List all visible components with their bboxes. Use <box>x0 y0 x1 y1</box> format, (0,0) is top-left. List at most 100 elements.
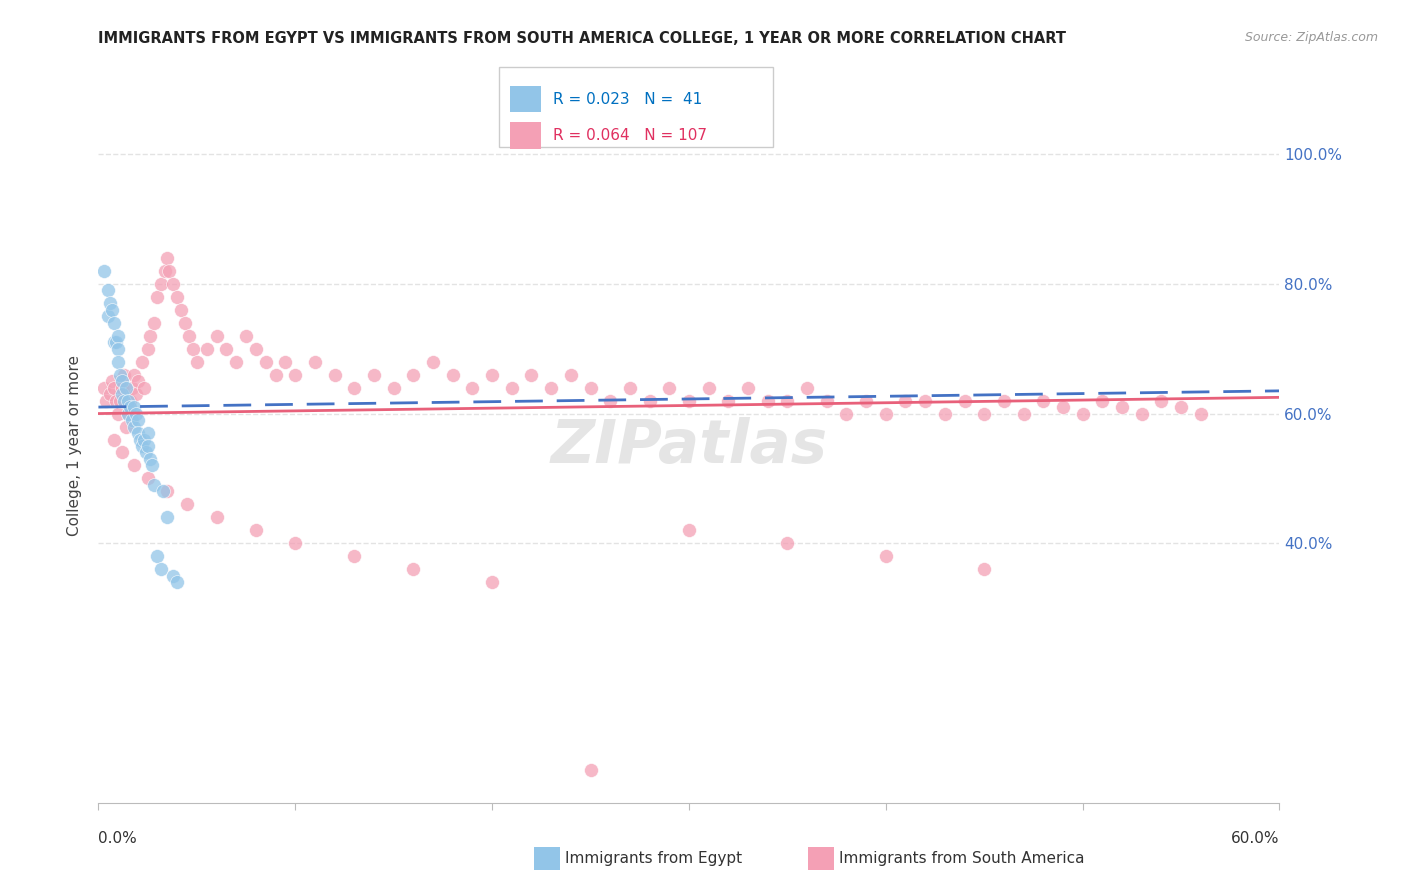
Point <box>136 342 159 356</box>
Point <box>1170 400 1192 414</box>
Point <box>112 368 135 382</box>
Point <box>343 381 366 395</box>
Point <box>658 381 681 395</box>
Point <box>422 354 444 368</box>
Point <box>111 381 134 395</box>
Point <box>162 277 184 291</box>
Point <box>122 419 145 434</box>
Point <box>934 407 956 421</box>
Point <box>560 368 582 382</box>
Point <box>166 575 188 590</box>
Point <box>150 562 173 576</box>
Point <box>304 354 326 368</box>
Point <box>103 381 125 395</box>
Point <box>254 354 277 368</box>
Point <box>914 393 936 408</box>
Point <box>284 368 307 382</box>
Point <box>156 251 179 265</box>
Point <box>835 407 858 421</box>
Point <box>855 393 877 408</box>
Point <box>117 407 139 421</box>
Point <box>146 290 169 304</box>
Point <box>1012 407 1035 421</box>
Point <box>117 393 139 408</box>
Point <box>127 425 149 440</box>
Point <box>103 433 125 447</box>
Point <box>118 400 141 414</box>
Point <box>107 407 129 421</box>
Point <box>973 407 995 421</box>
Text: Immigrants from South America: Immigrants from South America <box>839 851 1085 865</box>
Point <box>103 335 125 350</box>
Point <box>122 458 145 473</box>
Point <box>132 381 155 395</box>
Point <box>382 381 405 395</box>
Point <box>132 433 155 447</box>
Point <box>174 316 197 330</box>
Point <box>122 400 145 414</box>
Point <box>953 393 976 408</box>
Point <box>186 354 208 368</box>
Point <box>737 381 759 395</box>
Point <box>152 484 174 499</box>
Point <box>111 374 134 388</box>
Point <box>274 354 297 368</box>
Point <box>205 328 228 343</box>
Point <box>150 277 173 291</box>
Point <box>111 387 134 401</box>
Point <box>579 381 602 395</box>
Point <box>101 302 124 317</box>
Point <box>678 393 700 408</box>
Point <box>343 549 366 564</box>
Point <box>122 368 145 382</box>
Point <box>1150 393 1173 408</box>
Point <box>107 328 129 343</box>
Point <box>195 342 218 356</box>
Point <box>142 316 165 330</box>
Point <box>501 381 523 395</box>
Point <box>579 764 602 778</box>
Point <box>162 568 184 582</box>
Point <box>98 296 121 310</box>
Point <box>205 510 228 524</box>
Point <box>118 393 141 408</box>
Text: ZIPatlas: ZIPatlas <box>550 417 828 475</box>
Point <box>108 368 131 382</box>
Point <box>131 354 153 368</box>
Point <box>96 393 118 408</box>
Point <box>402 368 425 382</box>
Point <box>1347 140 1369 154</box>
Point <box>520 368 543 382</box>
Point <box>105 335 128 350</box>
Point <box>93 381 115 395</box>
Point <box>142 478 165 492</box>
Point <box>177 328 200 343</box>
Point <box>138 328 160 343</box>
Point <box>136 471 159 485</box>
Point <box>115 419 138 434</box>
Point <box>97 310 120 324</box>
Point <box>678 524 700 538</box>
Point <box>402 562 425 576</box>
Point <box>115 381 138 395</box>
Point <box>157 264 180 278</box>
Point <box>111 445 134 459</box>
Point <box>776 393 799 408</box>
Point <box>136 425 159 440</box>
Text: R = 0.023   N =  41: R = 0.023 N = 41 <box>553 92 702 106</box>
Point <box>875 407 897 421</box>
Point <box>993 393 1015 408</box>
Point <box>875 549 897 564</box>
Point <box>97 283 120 297</box>
Point <box>225 354 247 368</box>
Point <box>156 484 179 499</box>
Y-axis label: College, 1 year or more: College, 1 year or more <box>67 356 83 536</box>
Point <box>481 575 503 590</box>
Point <box>108 393 131 408</box>
Point <box>156 510 179 524</box>
Point <box>363 368 385 382</box>
Text: Immigrants from Egypt: Immigrants from Egypt <box>565 851 742 865</box>
Point <box>170 302 193 317</box>
Point <box>215 342 238 356</box>
Point <box>127 413 149 427</box>
